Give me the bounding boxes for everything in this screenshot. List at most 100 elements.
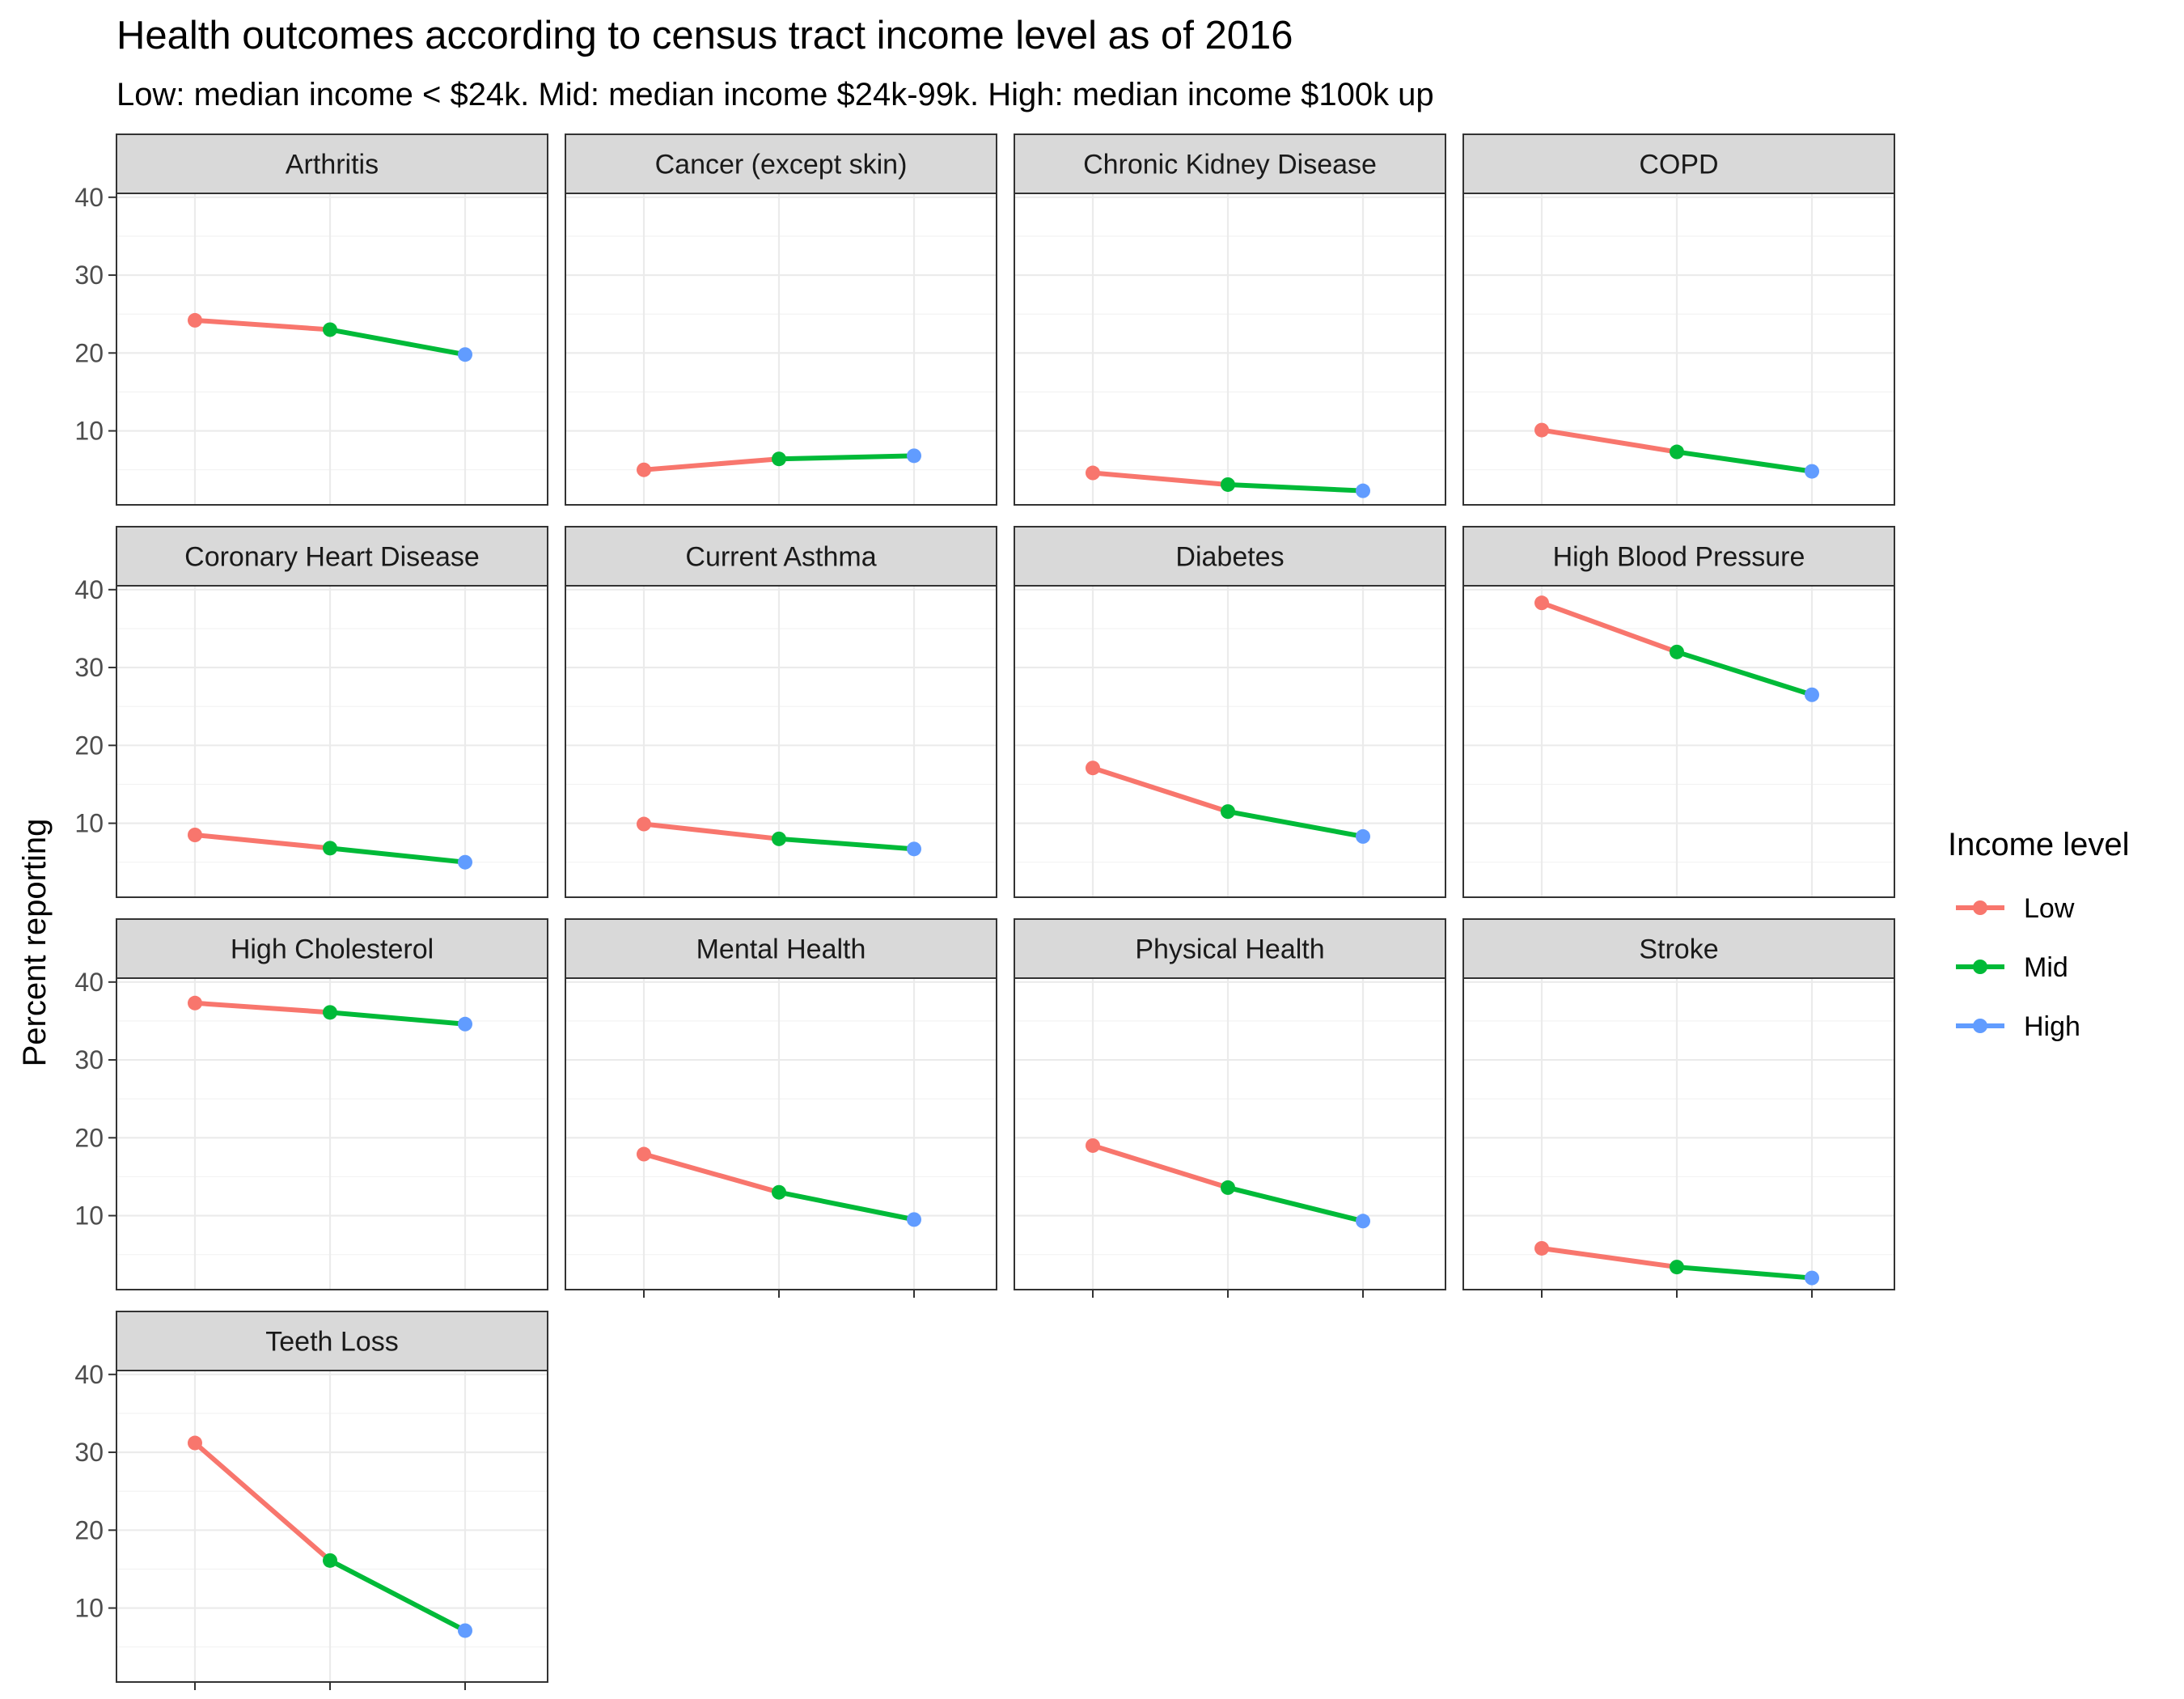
segment-mid-high xyxy=(329,845,466,865)
panel-border xyxy=(1462,977,1895,1290)
point-mid xyxy=(772,831,786,846)
segment-low-mid xyxy=(1541,427,1678,455)
point-low xyxy=(188,312,202,328)
point-low xyxy=(1086,761,1100,776)
segment-low-mid xyxy=(194,1000,331,1015)
facet-strip-label: Stroke xyxy=(1639,934,1718,965)
point-high xyxy=(1805,1270,1819,1286)
point-low xyxy=(1534,422,1549,438)
segment-low-mid xyxy=(194,317,331,333)
facet-panels: Arthritis 10 20 30 40 Cancer (except skin) Chr… xyxy=(74,133,1895,1690)
legend-key-point xyxy=(1973,960,1987,974)
plot-background xyxy=(1463,586,1894,897)
point-mid xyxy=(323,841,337,856)
facet-strip xyxy=(1014,526,1446,587)
facet-strip xyxy=(565,133,997,194)
facet-strip xyxy=(1014,918,1446,979)
facet-strip-label: Diabetes xyxy=(1175,542,1284,573)
panel-border xyxy=(116,1370,548,1683)
facet-strip-label: High Cholesterol xyxy=(231,934,434,965)
point-high xyxy=(458,347,472,362)
segment-low-mid xyxy=(643,456,780,472)
point-high xyxy=(1356,828,1370,844)
point-low xyxy=(1086,1138,1100,1153)
facet-strip xyxy=(116,918,548,979)
plot-background xyxy=(1014,586,1445,897)
plot-background xyxy=(1014,978,1445,1290)
point-mid xyxy=(323,322,337,337)
legend-label: High xyxy=(2024,1011,2080,1042)
point-mid xyxy=(1221,477,1235,492)
segment-low-mid xyxy=(193,1441,332,1563)
point-low xyxy=(637,462,651,477)
segment-low-mid xyxy=(1541,1246,1678,1270)
legend-label: Mid xyxy=(2024,952,2068,983)
y-tick-label: 40 xyxy=(74,968,104,997)
panel-border xyxy=(116,585,548,898)
y-tick-label: 40 xyxy=(74,183,104,212)
facet-cancer-except-skin: Cancer (except skin) xyxy=(565,133,997,506)
point-high xyxy=(907,841,921,857)
point-mid xyxy=(1670,444,1684,460)
y-tick-label: 20 xyxy=(74,731,104,760)
facet-copd: COPD xyxy=(1462,133,1895,506)
segment-mid-high xyxy=(1227,481,1364,494)
legend-item-low: Low xyxy=(1956,893,2075,924)
facet-strip xyxy=(116,1311,548,1371)
facet-arthritis: Arthritis 10 20 30 40 xyxy=(74,133,548,506)
point-high xyxy=(458,1016,472,1032)
facet-strip xyxy=(1014,133,1446,194)
segment-mid-high xyxy=(1227,809,1364,839)
facet-strip xyxy=(1462,133,1895,194)
panel-border xyxy=(1014,977,1446,1290)
point-mid xyxy=(1221,804,1235,820)
point-low xyxy=(637,1146,651,1162)
segment-mid-high xyxy=(329,327,466,358)
panel-border xyxy=(116,977,548,1290)
point-low xyxy=(1534,595,1549,611)
legend-key-point xyxy=(1973,1019,1987,1033)
point-mid xyxy=(323,1005,337,1020)
segment-mid-high xyxy=(328,1558,467,1633)
legend-item-high: High xyxy=(1956,1011,2080,1042)
plot-background xyxy=(116,193,548,505)
facet-strip-label: Coronary Heart Disease xyxy=(184,542,480,573)
chart-subtitle: Low: median income < $24k. Mid: median i… xyxy=(116,77,1434,112)
segment-mid-high xyxy=(1676,449,1813,474)
facet-strip-label: COPD xyxy=(1639,150,1718,180)
segment-low-mid xyxy=(1092,765,1229,814)
legend-title: Income level xyxy=(1948,827,2130,862)
panel-border xyxy=(1462,585,1895,898)
panel-border xyxy=(565,193,997,506)
facet-strip-label: Cancer (except skin) xyxy=(655,150,908,180)
segment-mid-high xyxy=(1676,1265,1813,1281)
segment-low-mid xyxy=(1092,470,1229,487)
facet-strip-label: Teeth Loss xyxy=(265,1327,398,1358)
y-tick-label: 20 xyxy=(74,338,104,367)
plot-background xyxy=(116,978,548,1290)
facet-strip-label: Chronic Kidney Disease xyxy=(1083,150,1377,180)
y-tick-label: 30 xyxy=(74,1045,104,1074)
panel-border xyxy=(116,193,548,506)
y-tick-label: 30 xyxy=(74,653,104,682)
segment-low-mid xyxy=(643,821,780,841)
y-tick-label: 20 xyxy=(74,1515,104,1544)
facet-strip xyxy=(565,526,997,587)
facet-high-cholesterol: High Cholesterol 10 20 30 40 xyxy=(74,918,548,1290)
segment-low-mid xyxy=(1092,1143,1229,1190)
facet-strip-label: Physical Health xyxy=(1135,934,1324,965)
point-mid xyxy=(1670,644,1684,659)
panel-border xyxy=(565,585,997,898)
y-tick-label: 10 xyxy=(74,809,104,838)
point-high xyxy=(907,448,921,464)
facet-strip xyxy=(116,133,548,194)
y-tick-label: 10 xyxy=(74,417,104,446)
y-tick-label: 30 xyxy=(74,1438,104,1467)
segment-low-mid xyxy=(1540,600,1678,655)
plot-background xyxy=(1014,193,1445,505)
point-mid xyxy=(772,451,786,467)
facet-stroke: Stroke xyxy=(1462,918,1895,1298)
y-tick-label: 30 xyxy=(74,261,104,290)
facet-strip xyxy=(1462,918,1895,979)
facet-teeth-loss: Teeth Loss 10 20 30 40 xyxy=(74,1311,548,1690)
